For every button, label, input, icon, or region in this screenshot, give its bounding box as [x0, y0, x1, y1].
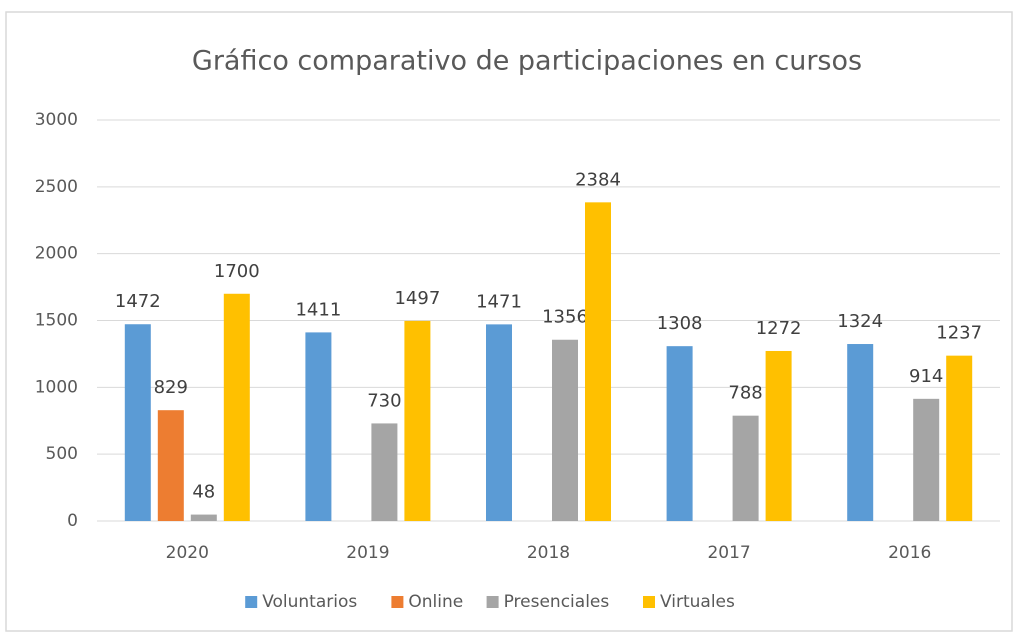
- y-tick-label: 0: [67, 511, 78, 531]
- bar: [913, 398, 940, 521]
- data-label: 914: [909, 366, 943, 387]
- legend-swatch: [643, 596, 655, 608]
- bar: [223, 293, 250, 521]
- data-label: 2384: [575, 169, 621, 190]
- x-tick-label: 2020: [166, 543, 209, 563]
- x-tick-label: 2016: [888, 543, 931, 563]
- y-tick-label: 2000: [35, 244, 78, 264]
- y-tick-label: 3000: [35, 110, 78, 130]
- data-label: 829: [154, 377, 188, 398]
- bar: [486, 324, 512, 521]
- bar: [552, 339, 578, 521]
- legend-label: Virtuales: [660, 592, 735, 612]
- bar: [157, 410, 184, 521]
- bar: [124, 324, 151, 521]
- data-label: 1497: [394, 288, 440, 309]
- bar: [732, 415, 759, 521]
- chart-title: Gráfico comparativo de participaciones e…: [192, 46, 862, 77]
- data-label: 1471: [476, 291, 522, 312]
- y-tick-label: 500: [46, 444, 78, 464]
- bar: [585, 202, 611, 521]
- legend-swatch: [486, 596, 499, 608]
- x-tick-label: 2019: [346, 543, 389, 563]
- legend-label: Voluntarios: [262, 592, 357, 612]
- y-tick-label: 1000: [35, 377, 78, 397]
- legend-label: Online: [408, 592, 463, 612]
- data-label: 1237: [936, 323, 982, 344]
- data-label: 1324: [837, 311, 883, 332]
- data-label: 730: [367, 390, 401, 411]
- chart-frame: [5, 11, 1013, 632]
- x-tick-label: 2017: [707, 543, 750, 563]
- data-label: 1472: [115, 291, 161, 312]
- data-label: 48: [192, 482, 215, 503]
- y-tick-label: 2500: [35, 177, 78, 197]
- bar: [305, 332, 332, 521]
- data-label: 1700: [214, 261, 260, 282]
- bar: [946, 355, 973, 521]
- bar: [765, 350, 792, 521]
- data-label: 1356: [542, 307, 588, 328]
- legend-label: Presenciales: [504, 592, 610, 612]
- y-tick-label: 1500: [35, 311, 78, 331]
- x-tick-label: 2018: [527, 543, 570, 563]
- data-label: 788: [728, 383, 762, 404]
- data-label: 1411: [295, 299, 341, 320]
- bar: [404, 320, 431, 521]
- bar: [847, 344, 874, 521]
- legend-swatch: [391, 596, 404, 608]
- bar: [190, 514, 217, 521]
- data-label: 1272: [756, 318, 802, 339]
- bar: [371, 423, 398, 521]
- data-label: 1308: [657, 313, 703, 334]
- bar: [666, 346, 693, 521]
- legend-swatch: [245, 596, 258, 608]
